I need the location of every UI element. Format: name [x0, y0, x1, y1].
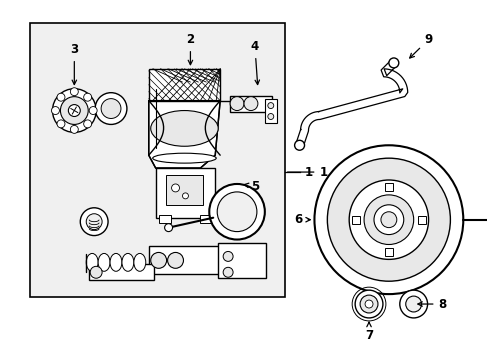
Bar	[264, 99, 276, 123]
Text: 4: 4	[250, 40, 259, 85]
Circle shape	[182, 193, 188, 199]
Text: 2: 2	[186, 33, 194, 65]
Circle shape	[348, 180, 427, 260]
Bar	[155, 168, 215, 218]
Ellipse shape	[86, 253, 98, 271]
Circle shape	[365, 300, 372, 308]
Circle shape	[86, 214, 102, 230]
Ellipse shape	[152, 153, 216, 163]
Bar	[30, 23, 284, 297]
Bar	[384, 183, 392, 191]
Circle shape	[267, 103, 273, 109]
Circle shape	[294, 140, 304, 150]
Circle shape	[57, 93, 65, 101]
Ellipse shape	[150, 111, 218, 146]
Bar	[218, 243, 265, 278]
Text: 1: 1	[304, 166, 312, 179]
Ellipse shape	[110, 253, 122, 271]
Ellipse shape	[122, 253, 134, 271]
Circle shape	[95, 93, 127, 125]
Circle shape	[61, 96, 88, 125]
Circle shape	[405, 296, 421, 312]
Circle shape	[244, 96, 257, 111]
Circle shape	[101, 99, 121, 118]
Text: 6: 6	[294, 213, 310, 226]
Text: 1: 1	[287, 166, 327, 179]
Circle shape	[314, 145, 462, 294]
Circle shape	[380, 212, 396, 228]
Text: 8: 8	[417, 297, 446, 311]
Bar	[165, 175, 203, 205]
Circle shape	[223, 267, 233, 277]
Bar	[158, 215, 170, 223]
Text: 9: 9	[409, 33, 432, 58]
Bar	[230, 96, 271, 112]
Bar	[89, 264, 153, 280]
Bar	[200, 215, 212, 223]
Text: 5: 5	[244, 180, 259, 193]
Polygon shape	[148, 100, 220, 168]
Ellipse shape	[98, 253, 110, 271]
Circle shape	[230, 96, 244, 111]
Circle shape	[89, 107, 97, 114]
Circle shape	[223, 251, 233, 261]
Circle shape	[70, 125, 78, 133]
Ellipse shape	[134, 253, 145, 271]
Circle shape	[359, 295, 377, 313]
Circle shape	[171, 184, 179, 192]
Circle shape	[326, 158, 449, 281]
Circle shape	[388, 58, 398, 68]
Circle shape	[52, 89, 96, 132]
Bar	[417, 216, 425, 224]
Circle shape	[150, 252, 166, 268]
Text: 7: 7	[364, 322, 372, 342]
Circle shape	[90, 266, 102, 278]
Bar	[148, 247, 228, 274]
Circle shape	[164, 224, 172, 231]
Circle shape	[51, 107, 60, 114]
Circle shape	[399, 290, 427, 318]
Circle shape	[83, 93, 91, 101]
Circle shape	[354, 290, 382, 318]
Circle shape	[209, 184, 264, 239]
Circle shape	[68, 105, 80, 117]
Circle shape	[80, 208, 108, 235]
Text: 3: 3	[70, 43, 78, 85]
Circle shape	[364, 195, 413, 244]
Bar	[351, 216, 359, 224]
Circle shape	[267, 113, 273, 120]
Circle shape	[57, 120, 65, 128]
Bar	[148, 69, 220, 100]
Circle shape	[70, 88, 78, 96]
Circle shape	[217, 192, 256, 231]
Bar	[384, 248, 392, 256]
Circle shape	[83, 120, 91, 128]
Circle shape	[167, 252, 183, 268]
Circle shape	[373, 205, 403, 235]
